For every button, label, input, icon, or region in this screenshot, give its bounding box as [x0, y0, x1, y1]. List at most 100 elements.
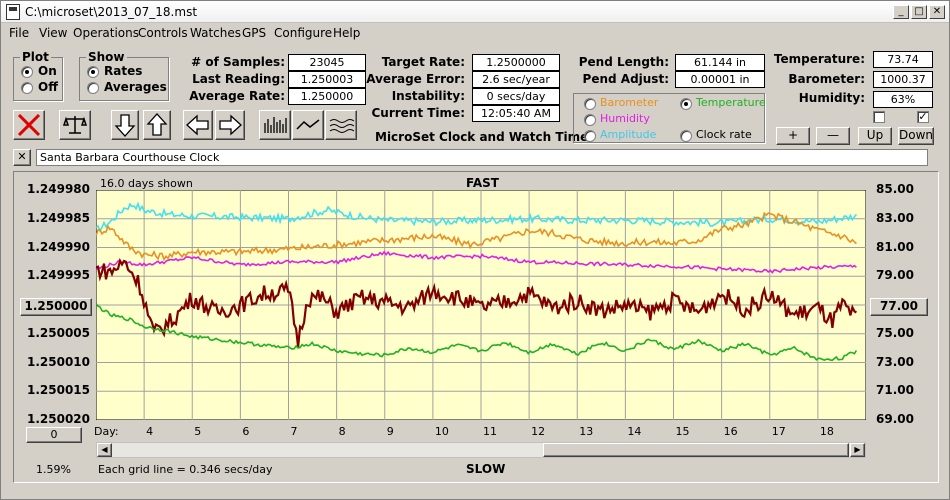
- y-left-tick-label: 1.250015: [26, 383, 90, 398]
- days-shown-label: 16.0 days shown: [100, 177, 193, 190]
- y-left-tick-label: 1.249995: [26, 268, 90, 283]
- up-button[interactable]: Up: [858, 127, 892, 145]
- temperature-radio[interactable]: [680, 98, 692, 110]
- show-rates-label: Rates: [104, 64, 143, 78]
- menu-operations[interactable]: Operations: [73, 26, 139, 40]
- barometer-option: Barometer: [600, 96, 659, 109]
- temperature-option: Temperature: [696, 96, 766, 109]
- x-tick-label: 7: [290, 425, 298, 438]
- clockrate-option: Clock rate: [696, 128, 752, 141]
- line-button[interactable]: [292, 110, 324, 140]
- series-amplitude-line: [96, 201, 858, 233]
- clock-name-input[interactable]: Santa Barbara Courthouse Clock: [36, 149, 928, 166]
- bars-button[interactable]: [259, 110, 291, 140]
- menu-watches[interactable]: Watches: [190, 26, 241, 40]
- checkbox-right[interactable]: ✓: [917, 110, 929, 123]
- balance-button[interactable]: [59, 110, 91, 140]
- left-bottom-button[interactable]: 0: [26, 427, 82, 443]
- x-tick-label: 8: [338, 425, 346, 438]
- menu-controls[interactable]: Controls: [138, 26, 188, 40]
- minimize-button[interactable]: _: [893, 5, 909, 19]
- plot-group: Plot On Off: [13, 50, 63, 101]
- series-lines: [96, 201, 858, 362]
- menu-view[interactable]: View: [39, 26, 68, 40]
- x-tick-label: 5: [194, 425, 202, 438]
- x-icon: [17, 113, 41, 137]
- barometer-radio[interactable]: [584, 98, 596, 110]
- scroll-right-button[interactable]: ▶: [850, 443, 865, 457]
- minus-button[interactable]: —: [816, 127, 850, 145]
- average-rate-label: Average Rate:: [189, 89, 285, 103]
- close-button[interactable]: ✕: [929, 5, 945, 19]
- menu-file[interactable]: File: [9, 26, 30, 40]
- app-title: MicroSet Clock and Watch Timer: [375, 130, 595, 144]
- down-button[interactable]: Down: [898, 127, 934, 145]
- y-right-tick-label: 69.00: [876, 412, 914, 426]
- maximize-button[interactable]: □: [911, 5, 927, 19]
- x-tick-label: 17: [771, 425, 786, 438]
- series-temperature-line: [96, 303, 858, 362]
- target-rate-label: Target Rate:: [381, 55, 465, 69]
- title-bar: C:\microset\2013_07_18.mst _ □ ✕: [1, 1, 949, 23]
- show-rates-radio[interactable]: [87, 66, 99, 78]
- samples-field: 23045: [288, 54, 366, 71]
- arrow-left-button[interactable]: [183, 110, 213, 140]
- temperature-field: 73.74: [873, 51, 933, 68]
- menu-gps[interactable]: GPS: [242, 26, 267, 40]
- sensor-group: Barometer Temperature Humidity Amplitude…: [573, 93, 766, 143]
- arrow-down-button[interactable]: [111, 110, 139, 140]
- grid-note-label: Each grid line = 0.346 secs/day: [98, 463, 273, 476]
- horizontal-scrollbar[interactable]: ◀ ▶: [96, 442, 866, 458]
- arrow-right-button[interactable]: [215, 110, 245, 140]
- humidity-label: Humidity:: [798, 91, 865, 105]
- show-averages-radio[interactable]: [87, 82, 99, 94]
- arrow-up-button[interactable]: [143, 110, 171, 140]
- x-tick-label: 4: [146, 425, 154, 438]
- app-icon: [6, 4, 20, 20]
- barometer-label: Barometer:: [788, 72, 865, 86]
- right-center-button[interactable]: 77.00: [870, 298, 928, 316]
- y-right-tick-label: 75.00: [876, 325, 914, 340]
- humidity-radio[interactable]: [584, 114, 596, 126]
- menu-configure[interactable]: Configure: [274, 26, 333, 40]
- left-center-button[interactable]: 1.250000: [20, 298, 92, 316]
- fast-label: FAST: [466, 176, 499, 190]
- y-left-tick-label: 1.250020: [26, 412, 90, 426]
- plot-on-radio[interactable]: [21, 66, 33, 78]
- y-right-tick-label: 71.00: [876, 383, 914, 398]
- wave-button[interactable]: [325, 110, 357, 140]
- x-tick-label: 10: [434, 425, 449, 438]
- menu-help[interactable]: Help: [333, 26, 361, 40]
- current-time-field: 12:05:40 AM: [472, 105, 560, 122]
- arrow-right-icon: [219, 114, 242, 136]
- x-tick-label: 9: [386, 425, 394, 438]
- plot-area[interactable]: [96, 190, 866, 420]
- plus-button[interactable]: +: [776, 127, 810, 145]
- clockrate-radio[interactable]: [680, 130, 692, 142]
- scroll-thumb[interactable]: [543, 443, 849, 457]
- samples-label: # of Samples:: [191, 55, 285, 69]
- chart-panel: 16.0 days shown FAST SLOW 1.59% Each gri…: [13, 171, 939, 483]
- scroll-left-button[interactable]: ◀: [97, 443, 112, 457]
- show-averages-label: Averages: [104, 80, 167, 94]
- x-tick-label: 6: [242, 425, 250, 438]
- y-right-tick-label: 79.00: [876, 268, 914, 283]
- x-tick-label: 15: [675, 425, 690, 438]
- balance-icon: [62, 116, 88, 134]
- x-tick-label: 12: [531, 425, 546, 438]
- average-rate-field: 1.250000: [288, 88, 366, 105]
- plot-off-radio[interactable]: [21, 82, 33, 94]
- last-reading-field: 1.250003: [288, 71, 366, 88]
- checkbox-left[interactable]: [873, 111, 885, 123]
- y-left-tick-label: 1.249980: [26, 182, 90, 196]
- plot-caption: Plot: [20, 50, 51, 64]
- amplitude-radio[interactable]: [584, 130, 596, 142]
- menu-bar: File View Operations Controls Watches GP…: [1, 23, 949, 43]
- arrow-left-icon: [186, 114, 209, 136]
- triangle-right-icon: ▶: [854, 445, 861, 454]
- pend-adjust-field: 0.00001 in: [675, 71, 765, 88]
- instability-label: Instability:: [391, 89, 465, 103]
- stop-button[interactable]: [13, 110, 45, 140]
- humidity-option: Humidity: [600, 112, 650, 125]
- clear-name-button[interactable]: ✕: [13, 149, 31, 166]
